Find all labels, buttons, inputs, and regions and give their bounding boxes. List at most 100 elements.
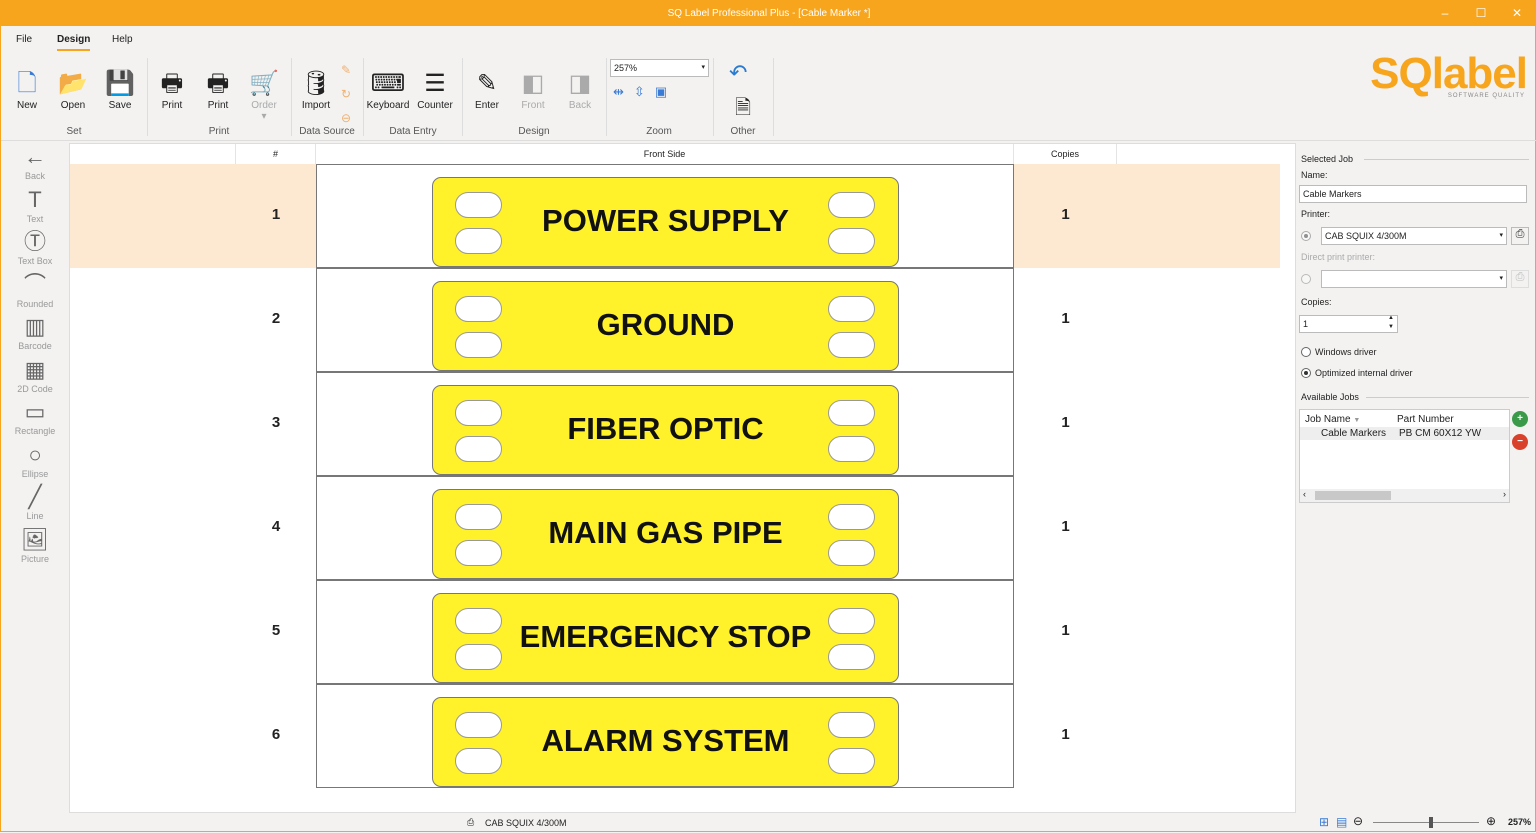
cable-marker-label[interactable]: ALARM SYSTEM	[432, 697, 899, 787]
internal-driver-radio[interactable]	[1301, 368, 1311, 378]
tool-barcode[interactable]: ▥ Barcode	[1, 313, 69, 351]
undo-icon[interactable]: ↶	[729, 60, 748, 85]
zoom-select[interactable]: 257% ▾	[610, 59, 709, 77]
window-title: SQ Label Professional Plus - [Cable Mark…	[667, 8, 871, 19]
edit-database-icon[interactable]: ✎	[341, 63, 352, 77]
table-row[interactable]: 4 MAIN GAS PIPE 1	[70, 476, 1280, 580]
tab-design[interactable]: Design	[57, 34, 91, 51]
horizontal-scrollbar[interactable]: ‹ ›	[1300, 489, 1509, 502]
zoom-in-icon[interactable]: ⊕	[1486, 814, 1497, 828]
direct-print-button[interactable]: 🖶 Print	[196, 68, 240, 111]
direct-print-icon: 🖶	[206, 70, 230, 97]
printer-settings-icon[interactable]: ⎙	[1511, 227, 1529, 245]
tool-2d-code[interactable]: ▦ 2D Code	[1, 356, 69, 394]
new-button[interactable]: 🗋 New	[5, 68, 49, 111]
direct-printer-settings-icon[interactable]: ⎙	[1511, 270, 1529, 288]
remove-database-icon[interactable]: ⊖	[341, 111, 352, 125]
table-row[interactable]: 5 EMERGENCY STOP 1	[70, 580, 1280, 684]
tool-rectangle[interactable]: ▭ Rectangle	[1, 398, 69, 436]
copies-stepper[interactable]: 1 ▲ ▼	[1299, 315, 1398, 333]
maximize-button[interactable]: ☐	[1475, 6, 1487, 20]
cable-marker-label[interactable]: FIBER OPTIC	[432, 385, 899, 475]
close-button[interactable]: ✕	[1511, 6, 1523, 20]
front-side-cell[interactable]: MAIN GAS PIPE	[316, 476, 1014, 580]
tool-text[interactable]: T Text	[1, 186, 69, 224]
front-side-cell[interactable]: POWER SUPPLY	[316, 164, 1014, 268]
tool-line[interactable]: ╱ Line	[1, 483, 69, 521]
job-panel: Selected Job Name: Cable Markers Printer…	[1296, 143, 1536, 813]
scroll-right-icon[interactable]: ›	[1503, 489, 1506, 499]
front-button[interactable]: ◧ Front	[511, 68, 555, 111]
import-button[interactable]: 🛢 Import	[294, 68, 338, 111]
add-job-icon[interactable]: +	[1512, 411, 1528, 427]
cable-marker-label[interactable]: GROUND	[432, 281, 899, 371]
printer-radio[interactable]	[1301, 231, 1311, 241]
back-button[interactable]: ◨ Back	[558, 68, 602, 111]
scroll-left-icon[interactable]: ‹	[1303, 489, 1306, 499]
refresh-database-icon[interactable]: ↻	[341, 87, 352, 101]
enter-button[interactable]: ✎ Enter	[465, 68, 509, 111]
windows-driver-label: Windows driver	[1315, 347, 1377, 357]
order-button[interactable]: 🛒 Order ▾	[242, 68, 286, 122]
row-number: 4	[271, 518, 281, 535]
header-number[interactable]: #	[236, 144, 316, 164]
cable-marker-label[interactable]: EMERGENCY STOP	[432, 593, 899, 683]
front-side-cell[interactable]: FIBER OPTIC	[316, 372, 1014, 476]
direct-printer-select[interactable]: ▾	[1321, 270, 1507, 288]
divider	[713, 58, 714, 136]
minimize-button[interactable]: –	[1441, 6, 1449, 20]
job-name-input[interactable]: Cable Markers	[1299, 185, 1527, 203]
tool-text-box[interactable]: Ⓣ Text Box	[1, 228, 69, 266]
fit-page-icon[interactable]: ▣	[654, 84, 678, 99]
save-button[interactable]: 💾 Save	[98, 68, 142, 111]
cable-marker-label[interactable]: MAIN GAS PIPE	[432, 489, 899, 579]
zoom-out-icon[interactable]: ⊖	[1353, 814, 1364, 828]
printer-select[interactable]: CAB SQUIX 4/300M ▾	[1321, 227, 1507, 245]
tool-back[interactable]: ← Back	[1, 143, 69, 181]
print-button[interactable]: 🖶 Print	[150, 68, 194, 111]
tool-ellipse[interactable]: ○ Ellipse	[1, 441, 69, 479]
other-button[interactable]: 🗎	[721, 92, 765, 120]
menu-tabs: File Design Help	[1, 26, 401, 52]
tool-rounded[interactable]: ⌒ Rounded	[1, 271, 69, 309]
picture-icon: 🖼	[21, 527, 49, 552]
col-job-name[interactable]: Job Name ▼	[1305, 414, 1360, 425]
available-jobs-heading: Available Jobs	[1301, 392, 1359, 402]
single-page-view-icon[interactable]: ▤	[1336, 815, 1348, 829]
row-number: 5	[271, 622, 281, 639]
fit-height-icon[interactable]: ⇳	[633, 84, 655, 99]
multi-page-view-icon[interactable]: ⊞	[1319, 815, 1330, 829]
remove-job-icon[interactable]: −	[1512, 434, 1528, 450]
counter-button[interactable]: ☰ Counter	[413, 68, 457, 111]
zoom-slider[interactable]	[1373, 817, 1479, 828]
front-side-cell[interactable]: GROUND	[316, 268, 1014, 372]
tab-help[interactable]: Help	[112, 34, 133, 45]
scroll-thumb[interactable]	[1315, 491, 1391, 500]
open-button[interactable]: 📂 Open	[51, 68, 95, 111]
table-row[interactable]: 2 GROUND 1	[70, 268, 1280, 372]
tab-file[interactable]: File	[16, 34, 33, 45]
header-copies[interactable]: Copies	[1014, 144, 1117, 164]
table-row[interactable]: 6 ALARM SYSTEM 1	[70, 684, 1280, 788]
windows-driver-radio[interactable]	[1301, 347, 1311, 357]
spin-arrows-icon[interactable]: ▲ ▼	[1388, 315, 1394, 330]
fit-width-icon[interactable]: ⇹	[613, 84, 634, 99]
direct-printer-radio[interactable]	[1301, 274, 1311, 284]
direct-print-label: Print	[207, 100, 229, 111]
printer-icon: ⎙	[467, 817, 475, 827]
front-side-cell[interactable]: ALARM SYSTEM	[316, 684, 1014, 788]
cable-marker-label[interactable]: POWER SUPPLY	[432, 177, 899, 267]
label-hole	[828, 400, 875, 426]
header-front-side[interactable]: Front Side	[316, 144, 1014, 164]
front-side-cell[interactable]: EMERGENCY STOP	[316, 580, 1014, 684]
job-row[interactable]: Cable Markers PB CM 60X12 YW	[1300, 427, 1509, 440]
data-source-small-icons[interactable]: ✎ ↻ ⊖	[341, 58, 351, 130]
keyboard-button[interactable]: ⌨ Keyboard	[366, 68, 410, 111]
table-row[interactable]: 3 FIBER OPTIC 1	[70, 372, 1280, 476]
numbered-list-icon: ☰	[424, 70, 446, 97]
zoom-slider-thumb[interactable]	[1429, 817, 1434, 828]
tool-label: Barcode	[18, 341, 52, 351]
col-part-number[interactable]: Part Number	[1397, 414, 1454, 425]
tool-picture[interactable]: 🖼 Picture	[1, 526, 69, 564]
table-row[interactable]: 1 POWER SUPPLY 1	[70, 164, 1280, 268]
